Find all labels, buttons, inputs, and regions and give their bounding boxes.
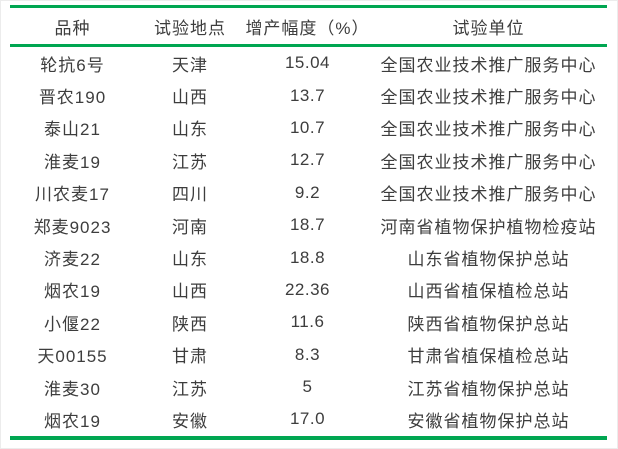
cell-organization: 全国农业技术推广服务中心: [380, 88, 597, 108]
trial-results-table: 品种 试验地点 增产幅度（%） 试验单位 轮抗6号 天津 15.04 全国农业技…: [10, 5, 607, 440]
cell-variety: 泰山21: [44, 120, 101, 140]
cell-variety: 天00155: [37, 347, 108, 367]
cell-organization: 山西省植保植检总站: [407, 282, 570, 302]
table-row: 川农麦17 四川 9.2 全国农业技术推广服务中心: [10, 177, 607, 209]
cell-location: 山西: [172, 88, 208, 108]
cell-yield-increase: 17.0: [289, 409, 326, 429]
table-row: 济麦22 山东 18.8 山东省植物保护总站: [10, 241, 607, 273]
cell-location: 天津: [172, 55, 208, 75]
cell-yield-increase: 15.04: [284, 53, 331, 73]
table-row: 淮麦30 江苏 5 江苏省植物保护总站: [10, 371, 607, 403]
cell-yield-increase: 13.7: [289, 85, 326, 105]
cell-variety: 轮抗6号: [40, 55, 105, 75]
cell-location: 陕西: [172, 314, 208, 334]
cell-organization: 安徽省植物保护总站: [407, 411, 570, 431]
cell-yield-increase: 10.7: [289, 117, 326, 137]
table-row: 淮麦19 江苏 12.7 全国农业技术推广服务中心: [10, 144, 607, 176]
cell-organization: 全国农业技术推广服务中心: [380, 55, 597, 75]
cell-variety: 烟农19: [44, 282, 101, 302]
cell-variety: 烟农19: [44, 411, 101, 431]
cell-yield-increase: 8.3: [294, 344, 321, 364]
cell-organization: 江苏省植物保护总站: [407, 379, 570, 399]
table-row: 烟农19 安徽 17.0 安徽省植物保护总站: [10, 403, 607, 435]
cell-organization: 全国农业技术推广服务中心: [380, 120, 597, 140]
cell-location: 江苏: [172, 379, 208, 399]
cell-yield-increase: 22.36: [284, 279, 331, 299]
cell-variety: 济麦22: [44, 250, 101, 270]
cell-organization: 河南省植物保护植物检疫站: [380, 217, 597, 237]
cell-location: 山东: [172, 120, 208, 140]
cell-location: 江苏: [172, 152, 208, 172]
column-header-variety: 品种: [54, 18, 91, 38]
table-row: 晋农190 山西 13.7 全国农业技术推广服务中心: [10, 79, 607, 111]
table-row: 泰山21 山东 10.7 全国农业技术推广服务中心: [10, 112, 607, 144]
cell-location: 四川: [172, 185, 208, 205]
cell-organization: 陕西省植物保护总站: [407, 314, 570, 334]
cell-variety: 晋农190: [38, 88, 107, 108]
cell-organization: 山东省植物保护总站: [407, 250, 570, 270]
table-row: 小偃22 陕西 11.6 陕西省植物保护总站: [10, 306, 607, 338]
cell-location: 河南: [172, 217, 208, 237]
cell-organization: 全国农业技术推广服务中心: [380, 185, 597, 205]
table-bottom-rule: [10, 435, 607, 440]
cell-yield-increase: 12.7: [289, 150, 326, 170]
table-row: 轮抗6号 天津 15.04 全国农业技术推广服务中心: [10, 47, 607, 79]
cell-organization: 甘肃省植保植检总站: [407, 347, 570, 367]
cell-variety: 淮麦19: [44, 152, 101, 172]
cell-yield-increase: 11.6: [290, 312, 325, 332]
cell-yield-increase: 5: [302, 377, 313, 397]
table-top-rule: [10, 5, 607, 8]
column-header-location: 试验地点: [154, 18, 226, 38]
column-header-organization: 试验单位: [452, 18, 525, 38]
table-row: 郑麦9023 河南 18.7 河南省植物保护植物检疫站: [10, 209, 607, 241]
column-header-yield-increase: 增产幅度（%）: [245, 18, 370, 38]
table-row: 天00155 甘肃 8.3 甘肃省植保植检总站: [10, 339, 607, 371]
cell-variety: 小偃22: [44, 314, 101, 334]
cell-yield-increase: 9.2: [294, 182, 321, 202]
cell-yield-increase: 18.8: [289, 247, 326, 267]
cell-variety: 川农麦17: [35, 185, 110, 205]
cell-variety: 淮麦30: [44, 379, 101, 399]
table-row: 烟农19 山西 22.36 山西省植保植检总站: [10, 274, 607, 306]
cell-location: 山东: [172, 250, 208, 270]
table-header-rule: [10, 44, 607, 47]
cell-variety: 郑麦9023: [33, 217, 112, 237]
table-header-row: 品种 试验地点 增产幅度（%） 试验单位: [10, 8, 607, 44]
cell-yield-increase: 18.7: [289, 215, 326, 235]
cell-location: 山西: [172, 282, 208, 302]
cell-location: 甘肃: [172, 347, 208, 367]
cell-organization: 全国农业技术推广服务中心: [380, 152, 597, 172]
cell-location: 安徽: [172, 411, 208, 431]
